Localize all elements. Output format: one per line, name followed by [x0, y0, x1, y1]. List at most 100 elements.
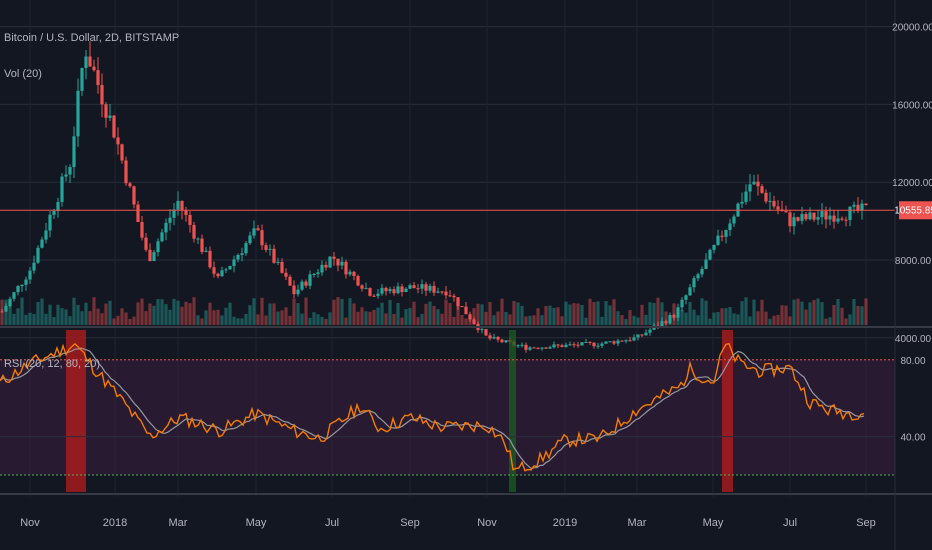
candle-body	[592, 342, 596, 347]
candle-body	[700, 268, 704, 275]
candle-body	[664, 321, 668, 324]
volume-bar	[432, 306, 436, 325]
volume-bar	[740, 301, 744, 325]
volume-bar	[812, 299, 816, 325]
volume-bar	[412, 301, 416, 325]
volume-bar	[596, 301, 600, 325]
rsi-pane[interactable]	[0, 330, 895, 492]
volume-bar	[272, 303, 276, 325]
volume-bar	[24, 314, 28, 325]
candle-body	[16, 286, 20, 293]
candle-body	[232, 259, 236, 266]
volume-bar	[20, 297, 24, 325]
volume-bar	[308, 317, 312, 325]
candle-body	[92, 66, 96, 71]
candle-body	[708, 249, 712, 260]
candle-body	[236, 254, 240, 260]
volume-bar	[32, 313, 36, 325]
candle-body	[284, 272, 288, 277]
candle-body	[212, 267, 216, 274]
candle-body	[4, 305, 8, 312]
volume-bar	[356, 311, 360, 325]
candle-body	[624, 340, 628, 342]
candle-body	[224, 269, 228, 271]
volume-bar	[364, 311, 368, 325]
candle-body	[316, 272, 320, 274]
candle-body	[548, 347, 552, 349]
price-pane[interactable]: 10555.85	[0, 41, 932, 353]
volume-bar	[156, 299, 160, 325]
volume-bar	[656, 297, 660, 325]
candle-body	[124, 160, 128, 184]
candle-body	[524, 344, 528, 350]
volume-bar	[572, 303, 576, 325]
volume-bar	[252, 298, 256, 325]
candle-body	[428, 285, 432, 291]
volume-bar	[536, 308, 540, 325]
volume-bar	[312, 312, 316, 325]
volume-bar	[728, 307, 732, 325]
candle-body	[812, 212, 816, 220]
candle-body	[704, 259, 708, 269]
candle-body	[20, 284, 24, 287]
volume-bar	[764, 311, 768, 325]
time-tick-label: 2019	[553, 517, 577, 529]
volume-bar	[52, 317, 56, 325]
volume-bar	[200, 318, 204, 325]
candle-body	[116, 137, 120, 145]
candle-body	[712, 244, 716, 250]
time-tick-label: Sep	[856, 517, 876, 529]
volume-legend[interactable]: Vol (20)	[4, 68, 42, 80]
candle-body	[360, 285, 364, 289]
volume-bar	[108, 300, 112, 325]
candle-body	[352, 271, 356, 277]
candle-body	[136, 204, 140, 222]
rsi-tick-label: 40.00	[900, 433, 925, 444]
volume-bar	[500, 298, 504, 325]
time-tick-label: Mar	[169, 517, 188, 529]
volume-bar	[712, 312, 716, 325]
volume-bar	[320, 316, 324, 325]
candle-body	[296, 289, 300, 295]
candle-body	[724, 229, 728, 237]
volume-bar	[140, 298, 144, 325]
candle-body	[792, 217, 796, 227]
volume-bar	[68, 316, 72, 325]
volume-bar	[540, 315, 544, 325]
candle-body	[244, 243, 248, 254]
symbol-title[interactable]: Bitcoin / U.S. Dollar, 2D, BITSTAMP	[4, 32, 180, 44]
candle-body	[420, 284, 424, 289]
volume-bar	[580, 304, 584, 325]
candle-body	[832, 215, 836, 222]
candle-body	[768, 200, 772, 202]
candle-body	[80, 68, 84, 91]
volume-bar	[480, 304, 484, 325]
candle-body	[0, 311, 4, 313]
volume-bar	[72, 297, 76, 325]
volume-bar	[800, 301, 804, 325]
volume-bar	[144, 311, 148, 325]
candle-body	[32, 262, 36, 271]
candle-body	[328, 256, 332, 268]
candle-body	[416, 288, 420, 290]
candle-body	[424, 284, 428, 291]
volume-bar	[780, 305, 784, 325]
rsi-legend[interactable]: RSI (20, 12, 80, 20)	[4, 358, 100, 370]
volume-bar	[496, 311, 500, 325]
volume-bar	[368, 311, 372, 325]
volume-bar	[212, 310, 216, 325]
candle-body	[180, 200, 184, 211]
candle-body	[204, 250, 208, 252]
candle-body	[356, 276, 360, 286]
volume-bar	[80, 311, 84, 325]
candle-body	[8, 298, 12, 306]
volume-bar	[756, 311, 760, 325]
candle-body	[436, 291, 440, 293]
candle-body	[264, 245, 268, 250]
candle-body	[404, 288, 408, 293]
volume-bar	[420, 313, 424, 325]
volume-bar	[456, 299, 460, 325]
volume-bar	[444, 299, 448, 325]
volume-bar	[64, 309, 68, 325]
